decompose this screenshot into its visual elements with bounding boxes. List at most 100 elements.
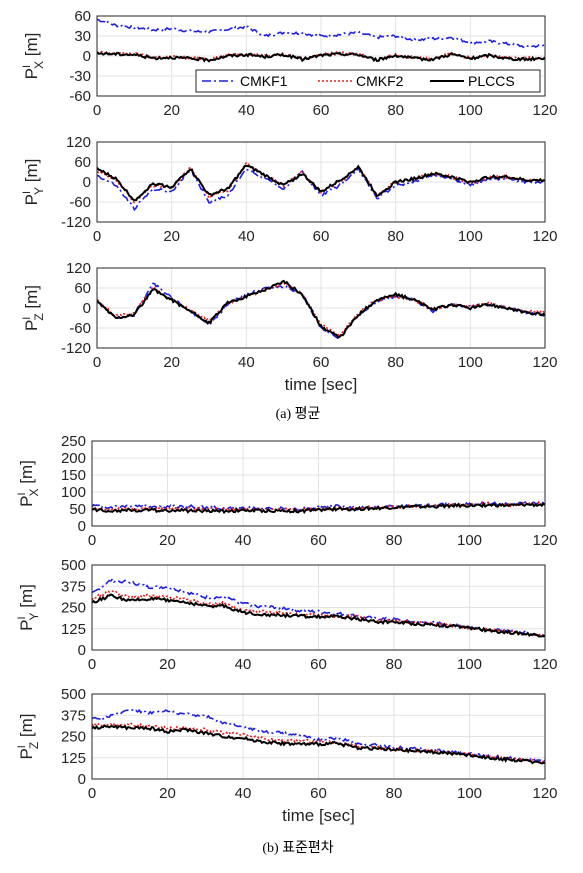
y-tick-label: 375 [61, 578, 86, 595]
x-tick-label: 0 [88, 656, 96, 673]
x-tick-label: 100 [458, 354, 483, 371]
y-tick-label: 375 [61, 707, 86, 724]
y-tick-label: -60 [69, 320, 91, 337]
y-tick-label: -60 [69, 194, 91, 211]
y-axis-label: PIX [m] [16, 460, 41, 507]
x-tick-label: 20 [159, 656, 176, 673]
x-tick-label: 40 [238, 228, 255, 245]
y-tick-label: 30 [74, 28, 91, 45]
y-tick-label: 0 [83, 48, 91, 65]
y-tick-label: 125 [61, 750, 86, 767]
x-tick-label: 60 [313, 102, 330, 119]
x-tick-label: 0 [93, 228, 101, 245]
x-tick-label: 80 [386, 656, 403, 673]
y-tick-label: 60 [74, 8, 91, 25]
x-tick-label: 60 [313, 228, 330, 245]
x-tick-label: 40 [235, 785, 252, 802]
x-tick-label: 0 [88, 532, 96, 549]
x-tick-label: 20 [163, 102, 180, 119]
series-line-cmkf1 [97, 165, 545, 212]
chart-b2: 0 20 40 60 80 100 120 500 375 250 125 0 PIY [m] [16, 557, 558, 673]
y-tick-label: 120 [66, 260, 91, 277]
x-tick-label: 60 [313, 354, 330, 371]
y-tick-label: 60 [74, 280, 91, 297]
x-tick-label: 120 [532, 354, 557, 371]
x-tick-label: 0 [88, 785, 96, 802]
y-tick-label: 0 [83, 300, 91, 317]
plot-frame [91, 693, 546, 780]
x-tick-label: 40 [238, 354, 255, 371]
x-tick-label: 60 [310, 532, 327, 549]
x-tick-label: 80 [386, 785, 403, 802]
y-tick-label: 0 [78, 518, 86, 535]
x-tick-label: 100 [457, 656, 482, 673]
y-tick-label: 250 [61, 600, 86, 617]
x-tick-label: 100 [458, 102, 483, 119]
x-tick-label: 120 [532, 532, 557, 549]
legend-label-plccs: PLCCS [468, 73, 515, 89]
x-tick-label: 80 [387, 228, 404, 245]
plot-frame [91, 440, 546, 527]
plot-frame [96, 15, 546, 97]
caption-b: (b) 표준편차 [262, 840, 333, 856]
chart-b3: 0 20 40 60 80 100 120 500 375 250 125 0 PIZ [m] time … [16, 686, 558, 825]
y-tick-label: -60 [69, 88, 91, 105]
plot-frame [91, 564, 546, 651]
y-axis-label: PIY [m] [21, 159, 46, 206]
y-tick-label: 60 [74, 154, 91, 171]
x-axis-label: time [sec] [285, 375, 358, 394]
caption-a: (a) 평균 [276, 406, 321, 422]
x-tick-label: 20 [163, 228, 180, 245]
x-tick-label: 0 [93, 354, 101, 371]
y-tick-label: 500 [61, 686, 86, 703]
y-tick-label: -30 [69, 68, 91, 85]
x-tick-label: 100 [457, 532, 482, 549]
x-tick-label: 60 [310, 785, 327, 802]
series-line-plccs [97, 164, 545, 202]
x-axis-label: time [sec] [282, 806, 355, 825]
x-tick-label: 120 [532, 785, 557, 802]
x-tick-label: 20 [159, 785, 176, 802]
plot-frame [96, 141, 546, 223]
y-tick-label: 50 [69, 501, 86, 518]
x-tick-label: 20 [163, 354, 180, 371]
series-line-plccs [92, 501, 545, 515]
y-tick-label: 120 [66, 134, 91, 151]
y-tick-label: 250 [61, 433, 86, 450]
y-tick-label: 0 [78, 771, 86, 788]
x-tick-label: 80 [386, 532, 403, 549]
y-axis-label: PIY [m] [16, 584, 41, 631]
y-tick-label: 150 [61, 467, 86, 484]
series-line-plccs [92, 724, 545, 765]
x-tick-label: 120 [532, 656, 557, 673]
x-tick-label: 100 [457, 785, 482, 802]
y-tick-label: 250 [61, 729, 86, 746]
x-tick-label: 0 [93, 102, 101, 119]
series-line-cmkf1 [92, 500, 545, 512]
legend-label-cmkf1: CMKF1 [240, 73, 288, 89]
x-tick-label: 100 [458, 228, 483, 245]
y-tick-label: 0 [83, 174, 91, 191]
y-tick-label: 125 [61, 621, 86, 638]
y-tick-label: 0 [78, 642, 86, 659]
legend-box [195, 69, 541, 93]
x-tick-label: 120 [532, 228, 557, 245]
y-tick-label: 500 [61, 557, 86, 574]
x-tick-label: 20 [159, 532, 176, 549]
y-axis-label: PIX [m] [21, 33, 46, 80]
x-tick-label: 60 [310, 656, 327, 673]
y-axis-label: PIZ [m] [21, 285, 46, 331]
plot-frame [96, 267, 546, 349]
y-tick-label: 200 [61, 450, 86, 467]
y-tick-label: 100 [61, 484, 86, 501]
legend-label-cmkf2: CMKF2 [356, 73, 404, 89]
x-tick-label: 120 [532, 102, 557, 119]
x-tick-label: 40 [235, 532, 252, 549]
x-tick-label: 40 [235, 656, 252, 673]
x-tick-label: 40 [238, 102, 255, 119]
series-line-plccs [97, 51, 545, 63]
x-tick-label: 80 [387, 102, 404, 119]
